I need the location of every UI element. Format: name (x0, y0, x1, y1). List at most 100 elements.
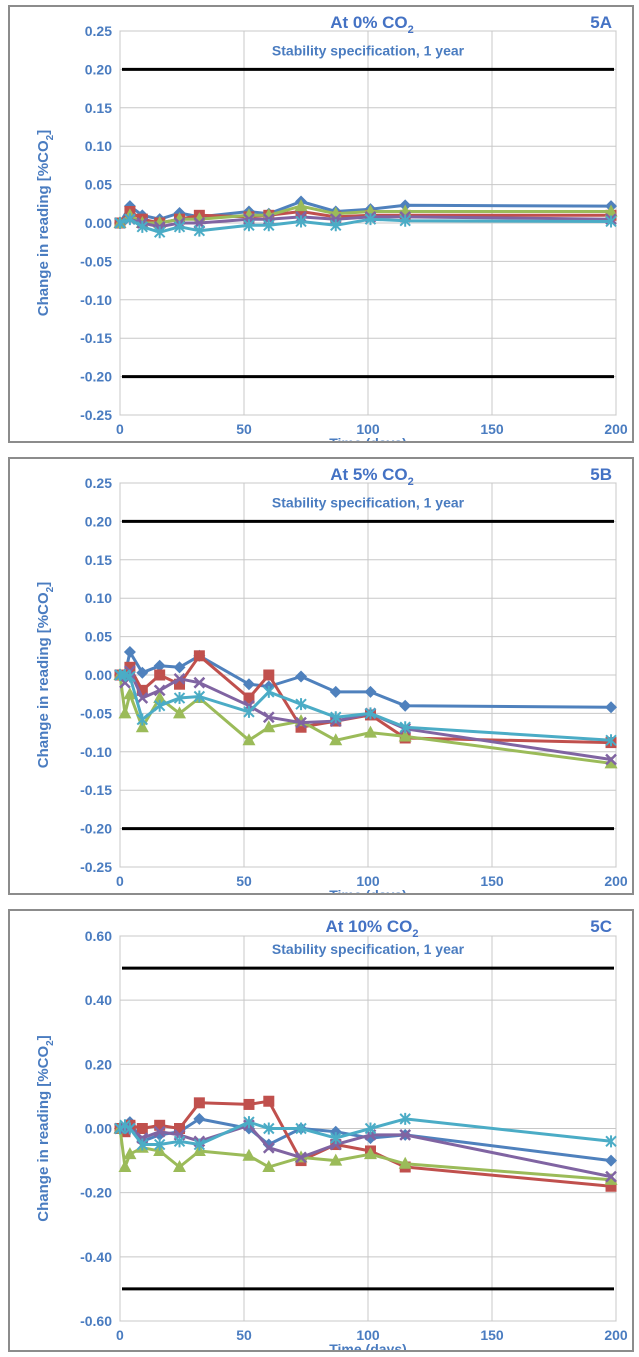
data-point (242, 678, 255, 691)
data-point (124, 670, 136, 683)
chart-panel-5b: Stability specification, 1 year 0.25 0.20 0… (8, 457, 634, 895)
y-tick-label: 0.15 (85, 100, 112, 116)
data-point (263, 219, 275, 232)
x-tick-label: 50 (236, 1327, 252, 1343)
data-point (123, 1147, 137, 1160)
data-point (363, 725, 377, 738)
data-point (153, 659, 166, 672)
data-point (193, 1138, 206, 1151)
data-point (136, 1123, 148, 1134)
y-axis-label-end: ] (35, 1035, 52, 1040)
data-point (124, 661, 136, 673)
y-tick-label: 0.05 (85, 629, 112, 645)
y-tick-label: 0.20 (85, 513, 112, 529)
data-point (154, 669, 166, 681)
data-point (263, 1122, 275, 1135)
y-axis-label-end: ] (35, 582, 52, 587)
data-point (295, 1151, 307, 1164)
chart-tag: 5B (590, 465, 612, 484)
x-axis-label: Time (days) (329, 1341, 407, 1350)
y-tick-label: 0.00 (85, 667, 112, 683)
y-tick-label: 0.10 (85, 138, 112, 154)
data-point (173, 1160, 187, 1172)
chart-5b: Stability specification, 1 year 0.25 0.20 0… (35, 465, 628, 893)
data-point (135, 720, 149, 733)
data-point (193, 1112, 206, 1125)
data-point (114, 217, 126, 229)
data-point (173, 220, 186, 233)
data-point (262, 1160, 276, 1172)
y-tick-label: 0.20 (85, 61, 112, 77)
y-tick-label: -0.60 (80, 1313, 112, 1329)
data-point (136, 692, 149, 704)
data-point (136, 684, 148, 696)
data-point (243, 1098, 255, 1110)
data-point (604, 204, 618, 217)
y-axis-label-sub: 2 (45, 1040, 56, 1046)
x-tick-label: 200 (604, 873, 628, 889)
y-tick-label: -0.15 (80, 782, 112, 798)
data-point (605, 701, 618, 714)
data-point (136, 1138, 149, 1151)
x-tick-label: 100 (356, 873, 380, 889)
spec-annotation: Stability specification, 1 year (272, 42, 465, 58)
data-point (605, 215, 617, 228)
x-axis-label: Time (days) (329, 435, 407, 441)
data-point (193, 676, 206, 689)
chart-panel-5c: Stability specification, 1 year 0.60 0.40 0… (8, 909, 634, 1352)
data-point (174, 678, 186, 690)
series-4 (114, 669, 617, 747)
data-point (124, 213, 136, 226)
data-point (295, 1122, 307, 1135)
y-axis-label: Change in reading [%CO2] (35, 582, 56, 768)
y-tick-label: -0.20 (80, 821, 112, 837)
x-tick-label: 100 (356, 1327, 380, 1343)
data-point (605, 1170, 617, 1183)
data-point (364, 685, 377, 698)
data-point (363, 1147, 377, 1160)
y-tick-label: 0.05 (85, 177, 112, 193)
chart-title-sub: 2 (408, 24, 414, 36)
y-tick-label: 0.10 (85, 590, 112, 606)
data-point (399, 721, 411, 734)
data-point (364, 213, 377, 226)
spec-annotation: Stability specification, 1 year (272, 494, 465, 510)
data-point (136, 666, 149, 679)
y-axis-label-main: Change in reading [%CO (35, 592, 52, 768)
series-line (120, 654, 612, 745)
chart-title-main: At 5% CO (330, 465, 407, 484)
y-tick-label: 0.20 (85, 1056, 112, 1072)
chart-title-sub: 2 (408, 476, 414, 488)
data-point (399, 1112, 411, 1125)
y-tick-label: -0.15 (80, 330, 112, 346)
x-tick-label: 150 (480, 421, 504, 437)
y-tick-label: -0.05 (80, 705, 112, 721)
data-point (153, 1125, 166, 1138)
data-point (330, 219, 342, 232)
x-tick-label: 50 (236, 421, 252, 437)
data-point (364, 1122, 377, 1135)
data-point (242, 733, 256, 746)
data-point (153, 226, 166, 239)
data-point (154, 1119, 166, 1131)
y-tick-label: 0.25 (85, 23, 112, 39)
data-point (153, 691, 167, 704)
chart-title: At 5% CO2 (330, 465, 414, 488)
data-point (295, 716, 307, 729)
chart-5a: Stability specification, 1 year 0.25 0.20 0… (35, 13, 628, 441)
data-point (124, 1122, 136, 1135)
data-point (329, 733, 343, 746)
data-point (243, 219, 255, 232)
data-point (173, 672, 186, 685)
y-tick-label: 0.25 (85, 475, 112, 491)
data-point (118, 1160, 132, 1172)
data-point (604, 1172, 618, 1185)
data-point (399, 699, 412, 712)
data-point (193, 690, 206, 703)
y-tick-label: -0.40 (80, 1249, 112, 1265)
data-point (605, 753, 617, 766)
data-point (605, 734, 617, 747)
y-tick-label: -0.25 (80, 407, 112, 423)
y-tick-label: 0.00 (85, 215, 112, 231)
data-point (329, 1125, 342, 1138)
